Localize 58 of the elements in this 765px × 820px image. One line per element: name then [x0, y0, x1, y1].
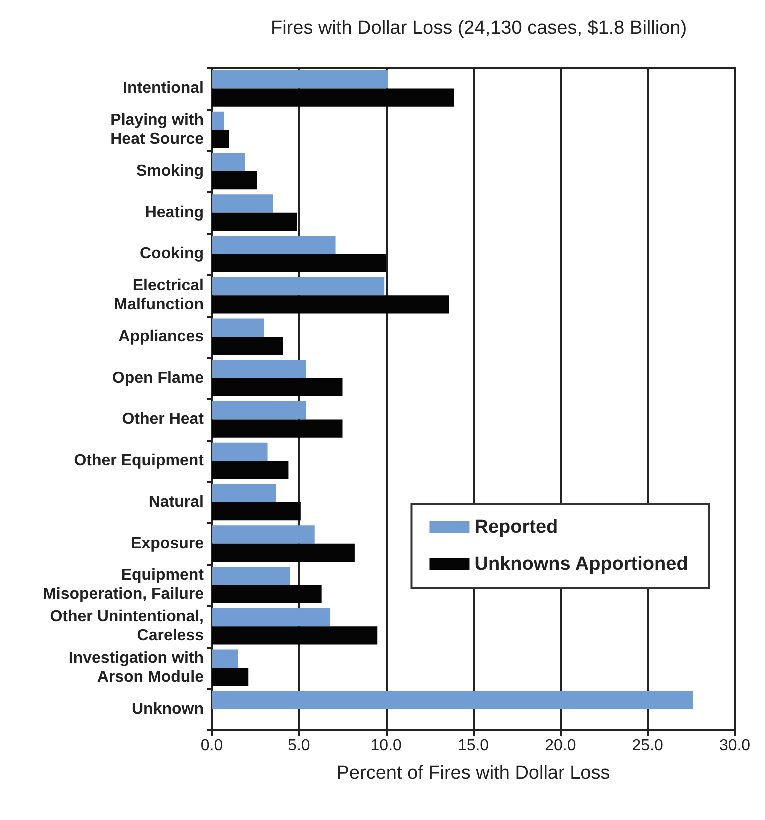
x-tick-label: 30.0: [719, 738, 751, 754]
bar: [212, 378, 343, 397]
x-tick-label: 10.0: [370, 738, 402, 754]
bar: [212, 318, 264, 337]
y-tick-label: Other Heat: [122, 411, 205, 428]
bar: [212, 254, 386, 272]
y-tick-label: Appliances: [118, 328, 204, 346]
bar: [212, 296, 450, 314]
bar: [212, 360, 306, 378]
bar: [212, 194, 274, 213]
bar: [212, 236, 336, 254]
bar: [212, 442, 268, 462]
chart-title: Fires with Dollar Loss (24,130 cases, $1.8 Billion): [270, 18, 688, 39]
y-tick-label: Investigation with Arson Module: [68, 650, 204, 686]
bar: [212, 691, 694, 710]
bar: [212, 502, 301, 521]
bar: [212, 626, 378, 645]
bar: [212, 212, 298, 232]
y-tick-label: Other Equipment: [74, 452, 205, 470]
legend-label: Unknowns Apportioned: [474, 554, 688, 575]
y-tick-label: Open Flame: [112, 370, 204, 387]
x-tick-label: 5.0: [288, 738, 310, 754]
y-tick-label: Cooking: [140, 246, 204, 263]
bar: [212, 277, 385, 296]
bar: [212, 130, 230, 148]
bar: [212, 668, 249, 686]
y-tick-label: Exposure: [131, 535, 204, 552]
bar: [212, 171, 258, 190]
bar: [212, 153, 246, 172]
bar: [212, 70, 388, 89]
bar: [212, 112, 224, 130]
bar: [212, 420, 343, 438]
y-tick-label: Intentional: [123, 80, 204, 98]
bar: [212, 88, 454, 107]
x-tick-label: 20.0: [545, 738, 576, 754]
bar: [212, 585, 322, 604]
y-tick-label: Smoking: [136, 162, 204, 180]
bar: [212, 650, 238, 668]
bar: [212, 526, 315, 544]
bar: [212, 401, 306, 420]
x-tick-label: 0.0: [200, 738, 224, 754]
x-tick-label: 25.0: [632, 738, 664, 754]
bar: [212, 566, 290, 586]
legend-label: Reported: [474, 517, 558, 538]
bar: [212, 461, 289, 480]
bar: [212, 608, 331, 627]
bar: [212, 544, 355, 562]
y-tick-label: Heating: [145, 204, 204, 222]
y-tick-label: Electrical Malfunction: [114, 278, 204, 314]
x-axis-title: Percent of Fires with Dollar Loss: [336, 763, 610, 784]
bar: [212, 484, 277, 502]
y-tick-label: Other Unintentional, Careless: [50, 608, 204, 645]
bar: [212, 336, 284, 356]
y-tick-label: Equipment Misoperation, Failure: [43, 567, 205, 604]
x-tick-label: 15.0: [458, 738, 490, 754]
y-tick-label: Playing with Heat Source: [110, 112, 204, 148]
y-tick-label: Unknown: [132, 700, 204, 718]
y-tick-label: Natural: [148, 494, 204, 511]
